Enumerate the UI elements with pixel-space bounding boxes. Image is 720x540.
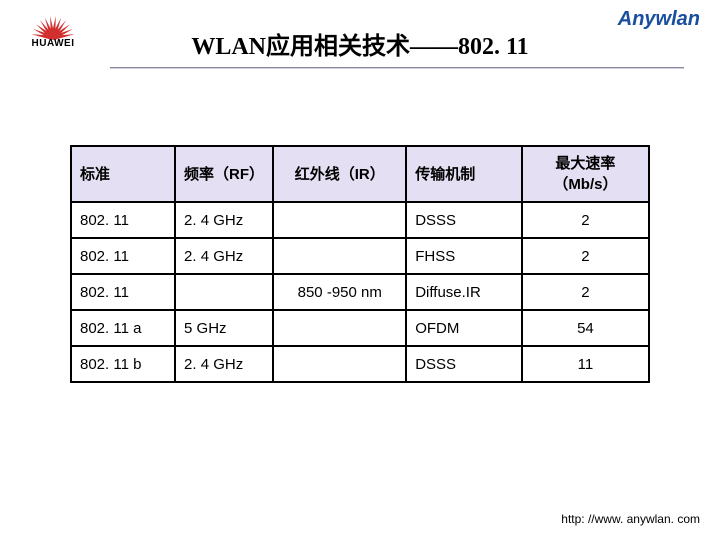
header: Anywlan HUAWEI WLAN应用相关技术——802. 11 — [0, 0, 720, 69]
table-cell: DSSS — [406, 346, 522, 382]
brand-anywlan: Anywlan — [618, 8, 700, 31]
huawei-logo-block: HUAWEI — [18, 8, 88, 49]
table-cell: 54 — [522, 310, 649, 346]
table-cell: 2 — [522, 202, 649, 238]
table-cell: Diffuse.IR — [406, 274, 522, 310]
table-cell: 2. 4 GHz — [175, 238, 273, 274]
table-cell: 2 — [522, 238, 649, 274]
table-cell: 802. 11 b — [71, 346, 175, 382]
table-cell: 850 -950 nm — [273, 274, 406, 310]
table-cell: 5 GHz — [175, 310, 273, 346]
table-cell — [175, 274, 273, 310]
table-cell: 2. 4 GHz — [175, 202, 273, 238]
table-row: 802. 11 a5 GHz OFDM54 — [71, 310, 649, 346]
table-body: 802. 112. 4 GHzDSSS2802. 112. 4 GHzFHSS2… — [71, 202, 649, 382]
header-divider — [110, 67, 684, 69]
column-header: 最大速率（Mb/s） — [522, 146, 649, 202]
table-cell: 802. 11 — [71, 202, 175, 238]
standards-table-wrap: 标准频率（RF）红外线（IR）传输机制最大速率（Mb/s） 802. 112. … — [70, 145, 650, 383]
column-header: 频率（RF） — [175, 146, 273, 202]
table-cell — [273, 346, 406, 382]
title-part: WLAN — [191, 34, 266, 60]
table-cell: OFDM — [406, 310, 522, 346]
huawei-logo-text: HUAWEI — [18, 38, 88, 49]
slide-container: Anywlan HUAWEI WLAN应用相关技术——802. 11 标准频率（… — [0, 0, 720, 540]
title-part: 应用相关技术—— — [266, 34, 458, 60]
table-row: 802. 11 850 -950 nmDiffuse.IR2 — [71, 274, 649, 310]
table-row: 802. 112. 4 GHz FHSS2 — [71, 238, 649, 274]
footer-url: http: //www. anywlan. com — [561, 512, 700, 526]
table-cell: 2 — [522, 274, 649, 310]
table-cell: FHSS — [406, 238, 522, 274]
table-cell — [273, 238, 406, 274]
table-row: 802. 112. 4 GHz DSSS2 — [71, 202, 649, 238]
table-cell — [273, 310, 406, 346]
page-title: WLAN应用相关技术——802. 11 — [18, 26, 702, 61]
table-header-row: 标准频率（RF）红外线（IR）传输机制最大速率（Mb/s） — [71, 146, 649, 202]
column-header: 红外线（IR） — [273, 146, 406, 202]
column-header: 标准 — [71, 146, 175, 202]
table-cell: DSSS — [406, 202, 522, 238]
title-part: 802. 11 — [458, 34, 529, 60]
table-cell — [273, 202, 406, 238]
table-cell: 802. 11 — [71, 274, 175, 310]
table-cell: 802. 11 a — [71, 310, 175, 346]
table-cell: 11 — [522, 346, 649, 382]
table-row: 802. 11 b2. 4 GHz DSSS11 — [71, 346, 649, 382]
table-cell: 2. 4 GHz — [175, 346, 273, 382]
sunburst-icon — [31, 8, 75, 40]
column-header: 传输机制 — [406, 146, 522, 202]
standards-table: 标准频率（RF）红外线（IR）传输机制最大速率（Mb/s） 802. 112. … — [70, 145, 650, 383]
table-cell: 802. 11 — [71, 238, 175, 274]
